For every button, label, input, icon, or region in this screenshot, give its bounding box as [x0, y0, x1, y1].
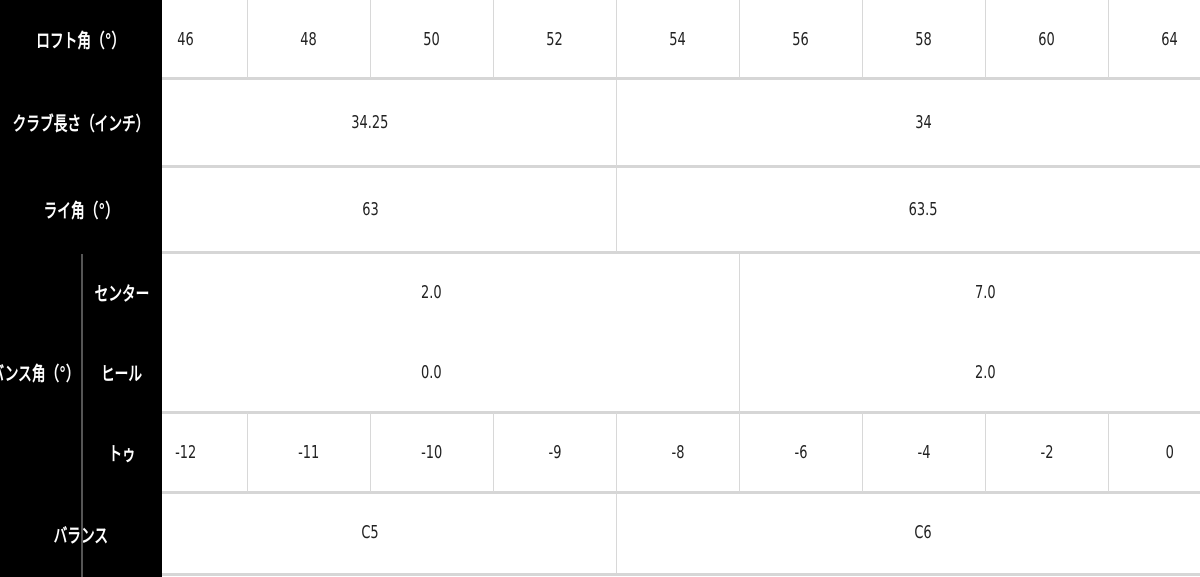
table-cell-text: -9	[548, 441, 561, 463]
table-cell-text: -12	[174, 441, 197, 463]
table-cell-text: 54	[669, 28, 686, 50]
table-cell: 34.25	[124, 78, 616, 166]
table-cell: -10	[370, 412, 493, 492]
table-cell-text: 2.0	[421, 281, 442, 303]
table-cell-text: -11	[297, 441, 320, 463]
table-cell: 63	[124, 166, 616, 252]
column-divider	[616, 0, 617, 78]
column-divider	[616, 168, 617, 252]
table-cell-text: 58	[915, 28, 932, 50]
header-bounce-toe: トゥ	[82, 412, 162, 492]
header-lie: ライ角（°）	[0, 166, 162, 252]
table-cell: -9	[493, 412, 616, 492]
table-cell: 56	[739, 0, 862, 78]
table-cell: 63.5	[616, 166, 1200, 252]
table-cell-text: 34.25	[351, 111, 389, 133]
column-divider	[247, 0, 248, 78]
row-divider	[0, 411, 1200, 414]
table-cell-text: 56	[792, 28, 809, 50]
table-cell: 46	[124, 0, 247, 78]
table-cell: -11	[247, 412, 370, 492]
table-cell-text: -2	[1040, 441, 1053, 463]
header-loft: ロフト角（°）	[0, 0, 162, 78]
header-bounce: バンス角（°）	[0, 252, 82, 492]
column-divider	[862, 0, 863, 78]
row-divider	[0, 77, 1200, 80]
table-cell: 7.0	[739, 252, 1200, 332]
table-cell: 60	[985, 0, 1108, 78]
table-cell-text: 52	[546, 28, 563, 50]
table-cell-text: -8	[671, 441, 684, 463]
header-bounce-heel-label: ヒール	[101, 362, 143, 385]
row-divider	[0, 573, 1200, 576]
table-cell-text: 48	[300, 28, 317, 50]
table-cell: C5	[124, 492, 616, 573]
table-cell: 0	[1108, 412, 1200, 492]
table-cell-text: -6	[794, 441, 807, 463]
table-cell: 0.0	[124, 332, 739, 412]
table-cell: 50	[370, 0, 493, 78]
header-bounce-center-label: センター	[94, 282, 150, 305]
table-cell: 2.0	[739, 332, 1200, 412]
column-divider	[493, 0, 494, 78]
header-bounce-toe-label: トゥ	[108, 442, 136, 465]
header-length: クラブ長さ（インチ）	[0, 78, 162, 166]
table-cell: 2.0	[124, 252, 739, 332]
header-bounce-center: センター	[82, 252, 162, 332]
table-cell-text: 46	[177, 28, 194, 50]
table-cell-text: 0	[1165, 441, 1174, 463]
table-cell: -6	[739, 412, 862, 492]
table-cell: 58	[862, 0, 985, 78]
table-cell: -8	[616, 412, 739, 492]
table-cell-text: 60	[1038, 28, 1055, 50]
table-cell: C6	[616, 492, 1200, 573]
table-cell-text: C5	[361, 522, 379, 543]
column-divider	[370, 0, 371, 78]
table-cell-text: C6	[914, 522, 933, 543]
row-divider	[0, 491, 1200, 494]
column-divider	[739, 254, 740, 412]
column-divider	[862, 412, 863, 492]
column-divider	[616, 80, 617, 166]
table-cell: 52	[493, 0, 616, 78]
header-bounce-label: バンス角（°）	[0, 362, 80, 385]
column-divider	[985, 0, 986, 78]
column-divider	[739, 412, 740, 492]
column-divider	[739, 0, 740, 78]
column-divider	[616, 494, 617, 573]
column-divider	[493, 412, 494, 492]
table-cell-text: 7.0	[974, 281, 996, 303]
row-divider	[0, 251, 1200, 254]
header-lie-label: ライ角（°）	[43, 199, 119, 222]
table-cell: -2	[985, 412, 1108, 492]
table-cell: 54	[616, 0, 739, 78]
column-divider	[985, 412, 986, 492]
column-divider	[1108, 412, 1109, 492]
table-cell: 34	[616, 78, 1200, 166]
column-divider	[616, 412, 617, 492]
table-cell: -12	[124, 412, 247, 492]
table-cell-text: 2.0	[974, 361, 996, 383]
column-divider	[247, 412, 248, 492]
table-cell-text: 64	[1161, 28, 1178, 50]
table-cell: 48	[247, 0, 370, 78]
header-divider	[81, 254, 83, 577]
table-cell-text: 63	[361, 198, 379, 220]
table-cell-text: 63.5	[909, 198, 938, 220]
column-divider	[370, 412, 371, 492]
table-cell-text: -10	[420, 441, 443, 463]
row-divider	[0, 165, 1200, 168]
table-cell-text: 50	[423, 28, 440, 50]
header-bounce-heel: ヒール	[82, 332, 162, 412]
header-loft-label: ロフト角（°）	[36, 29, 126, 52]
table-cell-text: 34	[915, 111, 932, 133]
column-divider	[1108, 0, 1109, 78]
table-cell: -4	[862, 412, 985, 492]
header-length-label: クラブ長さ（インチ）	[12, 112, 150, 135]
table-cell-text: -4	[917, 441, 930, 463]
table-cell: 64	[1108, 0, 1200, 78]
table-cell-text: 0.0	[421, 361, 442, 383]
